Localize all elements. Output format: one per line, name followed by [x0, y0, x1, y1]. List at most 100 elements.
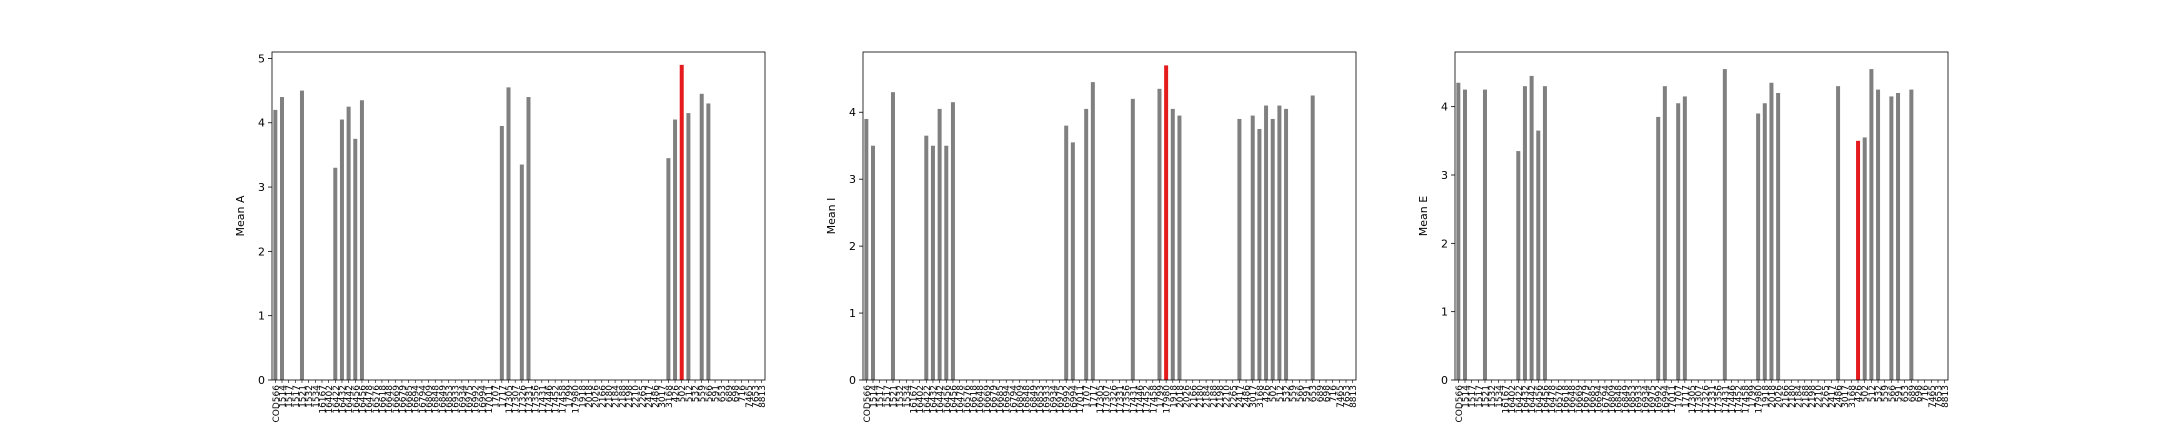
- x-tick-label: 16975: [1056, 385, 1066, 414]
- x-tick-label: 7465: [745, 385, 755, 408]
- bar: [1762, 103, 1767, 380]
- bar: [519, 164, 524, 380]
- bar: [673, 119, 678, 380]
- x-tick-label: 1707: [492, 385, 502, 408]
- bar: [1250, 115, 1255, 380]
- x-tick-label: 16794: [1601, 385, 1611, 414]
- x-tick-label: 8813: [1349, 385, 1359, 408]
- x-tick-label: 16442: [936, 385, 946, 414]
- bar: [1889, 96, 1894, 381]
- x-tick-label: 2417: [645, 385, 655, 408]
- bar: [1836, 86, 1841, 381]
- x-tick-label: 426: [1263, 385, 1273, 402]
- x-tick-label: 17446: [545, 385, 555, 414]
- bar: [686, 113, 691, 380]
- x-tick-label: 689: [1316, 385, 1326, 402]
- x-tick-label: 689: [1908, 385, 1918, 402]
- x-tick-label: 16848: [1615, 385, 1625, 414]
- x-tick-label: 689: [725, 385, 735, 402]
- y-tick-label: 4: [849, 106, 856, 119]
- x-tick-label: 16432: [1521, 385, 1531, 414]
- x-tick-label: 16849: [1621, 385, 1631, 414]
- x-tick-label: 653: [718, 385, 728, 402]
- x-tick-label: 16975: [465, 385, 475, 414]
- x-tick-label: 16794: [1009, 385, 1019, 414]
- x-tick-label: 17980: [1755, 385, 1765, 414]
- x-tick-label: 16576: [372, 385, 382, 414]
- x-tick-label: 16669: [392, 385, 402, 414]
- x-tick-label: 7465: [1928, 385, 1938, 408]
- x-tick-label: 16167: [1501, 385, 1511, 414]
- bar: [944, 145, 949, 380]
- x-tick-label: 7653: [752, 385, 762, 408]
- x-tick-label: 16618: [378, 385, 388, 414]
- x-tick-label: 16618: [969, 385, 979, 414]
- x-tick-label: 17431: [1129, 385, 1139, 414]
- bar: [1862, 137, 1867, 380]
- x-tick-label: 1514: [869, 385, 879, 408]
- x-tick-label: 502: [1269, 385, 1279, 402]
- x-tick-label: 17307: [512, 385, 522, 414]
- y-tick-label: 5: [258, 52, 265, 65]
- bar: [1522, 86, 1527, 381]
- x-tick-label: 591: [712, 385, 722, 402]
- x-tick-label: 426: [1855, 385, 1865, 402]
- x-tick-label: 16402: [916, 385, 926, 414]
- x-tick-label: 16853: [1628, 385, 1638, 414]
- x-tick-label: 426: [672, 385, 682, 402]
- x-tick-label: 8813: [758, 385, 768, 408]
- bar: [1769, 82, 1774, 380]
- x-tick-label: 16853: [445, 385, 455, 414]
- x-tick-label: 559: [1881, 385, 1891, 402]
- bar: [870, 145, 875, 380]
- x-tick-label: 17446: [1728, 385, 1738, 414]
- x-tick-label: 2166: [1189, 385, 1199, 408]
- x-tick-label: 16975: [1648, 385, 1658, 414]
- bar: [1164, 65, 1169, 380]
- x-tick-label: 2180: [605, 385, 615, 408]
- x-tick-label: 3168: [665, 385, 675, 408]
- x-tick-label: 17011: [1668, 385, 1678, 414]
- bar: [359, 100, 364, 381]
- bar: [353, 138, 358, 380]
- bar: [346, 106, 351, 381]
- bar: [864, 118, 869, 380]
- y-axis-label: Mean E: [1417, 196, 1430, 236]
- x-tick-label: 566: [705, 385, 715, 402]
- bar: [930, 145, 935, 380]
- y-tick-label: 0: [1441, 374, 1448, 387]
- x-tick-label: 653: [1309, 385, 1319, 402]
- y-tick-label: 2: [258, 245, 265, 258]
- x-tick-label: 17326: [1109, 385, 1119, 414]
- x-tick-label: 566: [1888, 385, 1898, 402]
- x-tick-label: 7465: [1336, 385, 1346, 408]
- x-tick-label: 16934: [1641, 385, 1651, 414]
- x-tick-label: 2180: [1196, 385, 1206, 408]
- x-tick-label: 17431: [538, 385, 548, 414]
- x-tick-label: 1534: [1495, 385, 1505, 408]
- x-tick-label: 16456: [352, 385, 362, 414]
- x-tick-label: 1717: [1089, 385, 1099, 408]
- x-tick-label: 16478: [956, 385, 966, 414]
- x-tick-label: 16402: [325, 385, 335, 414]
- x-tick-label: 2180: [1788, 385, 1798, 408]
- x-tick-label: 591: [1895, 385, 1905, 402]
- x-tick-label: 3168: [1256, 385, 1266, 408]
- x-tick-label: COD566: [1455, 385, 1465, 423]
- axes-frame: [271, 51, 766, 381]
- x-tick-label: 2265: [1229, 385, 1239, 408]
- x-tick-label: 16167: [318, 385, 328, 414]
- y-tick-label: 2: [1441, 237, 1448, 250]
- x-tick-label: 2026: [1775, 385, 1785, 408]
- x-tick-label: 3017: [658, 385, 668, 408]
- x-tick-label: 716: [738, 385, 748, 402]
- x-tick-label: 2265: [1821, 385, 1831, 408]
- y-tick-label: 1: [849, 307, 856, 320]
- bar: [526, 97, 531, 381]
- x-tick-label: 559: [698, 385, 708, 402]
- x-tick-label: 16679: [989, 385, 999, 414]
- x-tick-label: 17980: [572, 385, 582, 414]
